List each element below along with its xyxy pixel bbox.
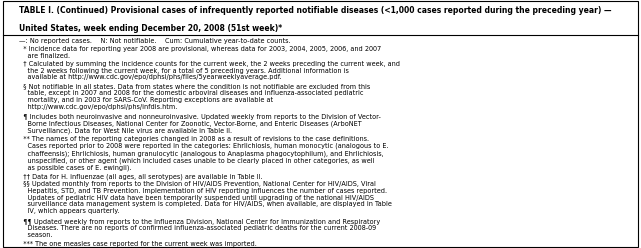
Text: † Calculated by summing the incidence counts for the current week, the 2 weeks p: † Calculated by summing the incidence co…: [19, 61, 400, 80]
Text: United States, week ending December 20, 2008 (51st week)*: United States, week ending December 20, …: [19, 24, 282, 33]
FancyBboxPatch shape: [3, 1, 638, 247]
Text: ¶ Includes both neuroinvasive and nonneuroinvasive. Updated weekly from reports : ¶ Includes both neuroinvasive and nonneu…: [19, 114, 381, 134]
Text: § Not notifiable in all states. Data from states where the condition is not noti: § Not notifiable in all states. Data fro…: [19, 84, 370, 110]
Text: ¶¶ Updated weekly from reports to the Influenza Division, National Center for Im: ¶¶ Updated weekly from reports to the In…: [19, 219, 381, 238]
Text: TABLE I. (Continued) Provisional cases of infrequently reported notifiable disea: TABLE I. (Continued) Provisional cases o…: [19, 6, 612, 15]
Text: ** The names of the reporting categories changed in 2008 as a result of revision: ** The names of the reporting categories…: [19, 136, 389, 171]
Text: §§ Updated monthly from reports to the Division of HIV/AIDS Prevention, National: §§ Updated monthly from reports to the D…: [19, 181, 392, 214]
Text: * Incidence data for reporting year 2008 are provisional, whereas data for 2003,: * Incidence data for reporting year 2008…: [19, 46, 381, 59]
Text: *** The one measles case reported for the current week was imported.: *** The one measles case reported for th…: [19, 241, 257, 247]
Text: —: No reported cases.    N: Not notifiable.    Cum: Cumulative year-to-date coun: —: No reported cases. N: Not notifiable.…: [19, 38, 291, 44]
Text: †† Data for H. influenzae (all ages, all serotypes) are available in Table II.: †† Data for H. influenzae (all ages, all…: [19, 174, 263, 180]
